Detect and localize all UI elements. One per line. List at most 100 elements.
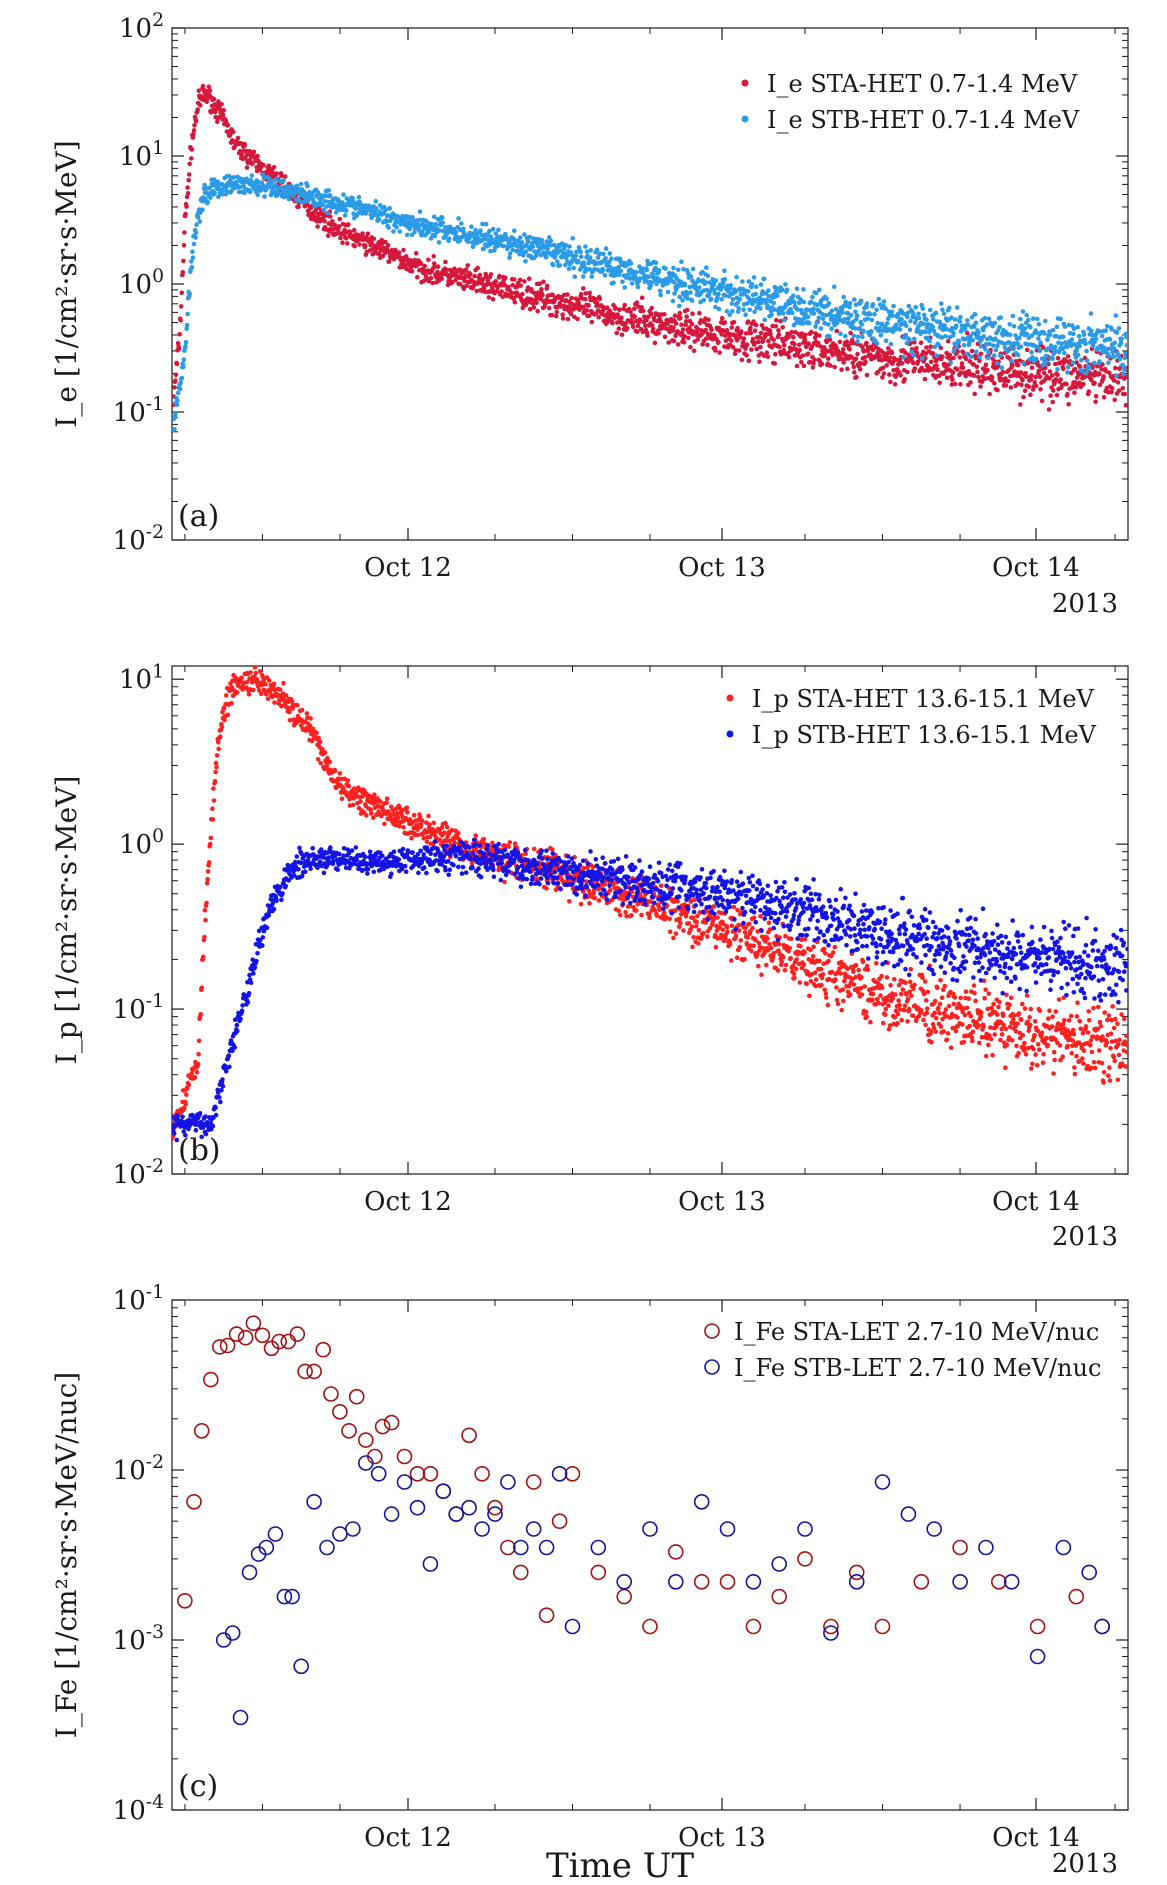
data-point: [1026, 335, 1032, 341]
data-point: [987, 341, 992, 347]
data-point: [811, 311, 817, 316]
data-point: [539, 238, 545, 243]
data-point: [839, 356, 845, 362]
data-point: [637, 276, 643, 281]
data-point: [852, 370, 857, 375]
data-point: [295, 702, 300, 708]
data-point: [241, 183, 247, 189]
data-point: [874, 341, 880, 346]
data-point: [1120, 386, 1125, 391]
data-point: [204, 881, 210, 886]
data-point: [282, 174, 288, 179]
data-point: [877, 353, 883, 359]
data-point: [348, 230, 353, 235]
data-point: [939, 301, 944, 306]
data-point: [940, 307, 945, 313]
data-point: [604, 305, 610, 311]
data-point: [1123, 351, 1128, 356]
data-point: [299, 707, 305, 713]
data-point: [583, 291, 589, 296]
data-point: [1018, 316, 1023, 322]
data-point: [877, 326, 883, 331]
data-point: [682, 283, 688, 288]
data-point: [181, 1105, 187, 1110]
data-point: [585, 865, 590, 870]
data-point: [369, 242, 375, 247]
data-point: [744, 342, 750, 348]
data-point: [1116, 388, 1122, 394]
data-point: [539, 286, 544, 292]
data-point: [183, 343, 188, 349]
data-point: [649, 305, 654, 311]
data-point: [1010, 313, 1016, 319]
data-point: [699, 935, 704, 941]
data-point: [809, 344, 815, 349]
data-point: [385, 243, 391, 248]
data-point: [221, 705, 227, 711]
data-point: [1015, 381, 1020, 387]
data-point: [223, 693, 229, 698]
data-point: [225, 712, 231, 718]
data-point: [803, 311, 808, 316]
series-stb: [172, 172, 1128, 433]
data-point: [287, 718, 293, 723]
data-point: [709, 327, 714, 333]
data-point: [796, 317, 801, 322]
data-point: [557, 263, 563, 268]
data-point: [363, 243, 368, 248]
data-point: [194, 1070, 200, 1075]
data-point: [750, 336, 756, 342]
data-point: [398, 222, 404, 227]
data-point: [622, 302, 627, 308]
data-point: [983, 347, 988, 352]
data-point: [394, 811, 400, 816]
data-point: [1053, 377, 1059, 382]
data-point: [705, 342, 710, 348]
data-point: [766, 294, 772, 299]
data-point: [1116, 326, 1122, 331]
data-point: [409, 268, 415, 274]
data-point: [471, 283, 476, 289]
data-point: [358, 799, 363, 804]
data-point: [829, 308, 835, 314]
data-point: [404, 805, 410, 810]
data-point: [1122, 391, 1128, 397]
data-point: [711, 282, 717, 288]
data-point: [782, 317, 787, 323]
data-point: [772, 361, 778, 366]
x-tick-label: Oct 12: [364, 1187, 452, 1217]
data-point: [780, 325, 785, 330]
data-point: [927, 338, 932, 344]
data-point: [854, 374, 859, 380]
data-point: [278, 687, 283, 692]
data-point: [249, 173, 255, 178]
data-point: [746, 279, 752, 284]
data-point: [970, 331, 976, 336]
data-point: [779, 287, 785, 293]
data-point: [304, 711, 310, 716]
data-point: [1026, 317, 1031, 323]
data-point: [596, 898, 602, 903]
data-point: [783, 933, 788, 939]
data-point: [1045, 346, 1051, 352]
data-point: [813, 324, 818, 329]
data-point: [940, 354, 945, 360]
data-point: [692, 897, 697, 902]
data-point: [383, 207, 388, 213]
data-point: [912, 336, 917, 342]
data-point: [1050, 388, 1056, 393]
data-point: [328, 214, 333, 219]
data-point: [192, 123, 197, 128]
data-point: [193, 235, 198, 240]
data-point: [776, 332, 782, 337]
data-point: [810, 365, 816, 370]
data-point: [851, 340, 856, 346]
data-point: [192, 1074, 198, 1080]
data-point: [1000, 369, 1006, 375]
data-point: [586, 313, 592, 319]
data-point: [307, 723, 313, 728]
data-point: [618, 268, 624, 274]
data-point: [860, 334, 865, 340]
data-point: [899, 316, 904, 322]
data-point: [889, 309, 895, 315]
